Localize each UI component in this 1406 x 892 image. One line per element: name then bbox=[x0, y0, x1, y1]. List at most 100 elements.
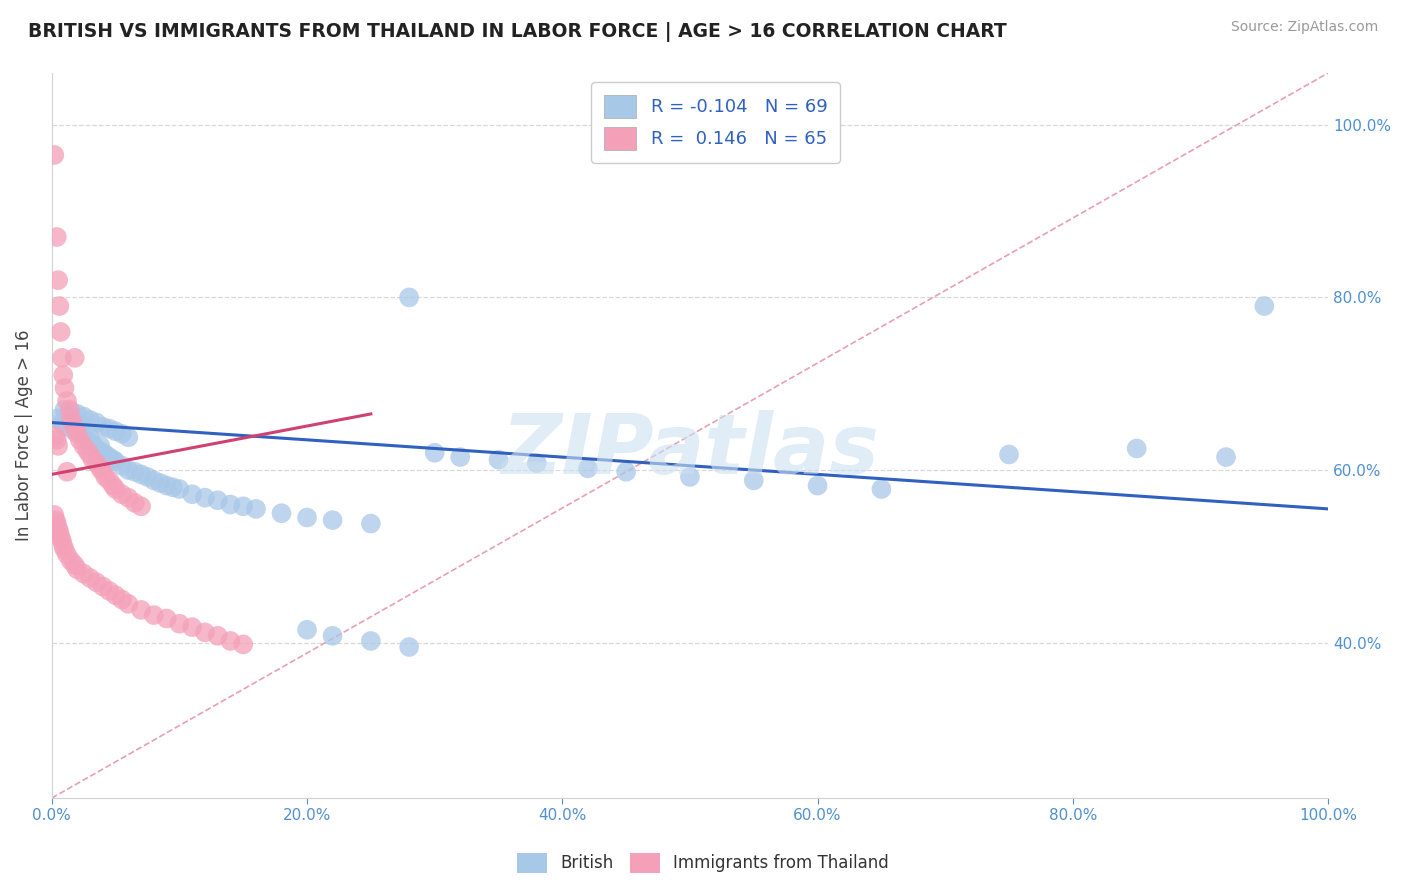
Point bbox=[86, 456, 108, 470]
Point bbox=[56, 413, 79, 427]
Point bbox=[73, 566, 96, 581]
Point bbox=[44, 148, 66, 162]
Point bbox=[86, 442, 108, 456]
Point bbox=[101, 478, 124, 492]
Legend: R = -0.104   N = 69, R =  0.146   N = 65: R = -0.104 N = 69, R = 0.146 N = 65 bbox=[591, 82, 839, 162]
Point bbox=[45, 230, 67, 244]
Point bbox=[576, 461, 599, 475]
Text: BRITISH VS IMMIGRANTS FROM THAILAND IN LABOR FORCE | AGE > 16 CORRELATION CHART: BRITISH VS IMMIGRANTS FROM THAILAND IN L… bbox=[28, 22, 1007, 42]
Point bbox=[94, 448, 117, 462]
Point bbox=[59, 411, 82, 425]
Point bbox=[46, 439, 69, 453]
Point bbox=[219, 498, 242, 512]
Point bbox=[360, 516, 382, 531]
Point bbox=[142, 608, 165, 623]
Point bbox=[69, 418, 91, 433]
Point bbox=[69, 433, 91, 447]
Point bbox=[59, 404, 82, 418]
Point bbox=[91, 465, 114, 479]
Point bbox=[104, 482, 127, 496]
Point bbox=[111, 458, 134, 473]
Point bbox=[59, 402, 82, 417]
Point bbox=[45, 433, 67, 447]
Point bbox=[270, 506, 292, 520]
Point bbox=[219, 634, 242, 648]
Point bbox=[66, 407, 89, 421]
Point bbox=[162, 480, 184, 494]
Point bbox=[169, 482, 191, 496]
Point bbox=[998, 448, 1021, 462]
Point bbox=[59, 409, 82, 424]
Y-axis label: In Labor Force | Age > 16: In Labor Force | Age > 16 bbox=[15, 330, 32, 541]
Point bbox=[46, 273, 69, 287]
Point bbox=[117, 597, 139, 611]
Point bbox=[53, 542, 76, 557]
Point bbox=[49, 325, 72, 339]
Point bbox=[53, 402, 76, 417]
Point bbox=[63, 422, 86, 436]
Point bbox=[232, 637, 254, 651]
Point bbox=[117, 491, 139, 505]
Point bbox=[59, 554, 82, 568]
Point bbox=[124, 465, 146, 479]
Point bbox=[94, 470, 117, 484]
Text: Source: ZipAtlas.com: Source: ZipAtlas.com bbox=[1230, 20, 1378, 34]
Text: ZIPatlas: ZIPatlas bbox=[501, 409, 879, 491]
Point bbox=[82, 437, 104, 451]
Point bbox=[52, 539, 75, 553]
Point bbox=[79, 571, 101, 585]
Point bbox=[136, 470, 159, 484]
Point bbox=[117, 463, 139, 477]
Point bbox=[207, 629, 229, 643]
Point bbox=[51, 416, 73, 430]
Point bbox=[66, 422, 89, 436]
Point bbox=[79, 430, 101, 444]
Point bbox=[526, 456, 548, 470]
Point bbox=[86, 575, 108, 590]
Point bbox=[117, 430, 139, 444]
Point bbox=[245, 502, 267, 516]
Point bbox=[63, 558, 86, 572]
Point bbox=[181, 487, 204, 501]
Point bbox=[53, 381, 76, 395]
Point bbox=[52, 368, 75, 383]
Point bbox=[111, 426, 134, 441]
Point bbox=[398, 290, 420, 304]
Point bbox=[79, 413, 101, 427]
Point bbox=[104, 424, 127, 438]
Point bbox=[156, 478, 179, 492]
Point bbox=[82, 452, 104, 467]
Point bbox=[89, 461, 111, 475]
Point bbox=[194, 625, 217, 640]
Point bbox=[129, 467, 152, 482]
Point bbox=[56, 548, 79, 562]
Point bbox=[98, 422, 121, 436]
Point bbox=[232, 500, 254, 514]
Point bbox=[870, 482, 893, 496]
Point bbox=[66, 562, 89, 576]
Point bbox=[111, 487, 134, 501]
Point bbox=[360, 634, 382, 648]
Point bbox=[423, 446, 446, 460]
Point bbox=[142, 474, 165, 488]
Point bbox=[1125, 442, 1147, 456]
Point bbox=[91, 446, 114, 460]
Point bbox=[488, 452, 510, 467]
Point bbox=[91, 580, 114, 594]
Point bbox=[56, 465, 79, 479]
Point bbox=[76, 433, 98, 447]
Point bbox=[129, 603, 152, 617]
Point bbox=[111, 592, 134, 607]
Point bbox=[322, 629, 344, 643]
Point bbox=[45, 513, 67, 527]
Point bbox=[98, 474, 121, 488]
Point bbox=[322, 513, 344, 527]
Point bbox=[207, 493, 229, 508]
Point bbox=[46, 522, 69, 536]
Point bbox=[98, 583, 121, 598]
Point bbox=[91, 420, 114, 434]
Point bbox=[63, 351, 86, 365]
Point bbox=[56, 394, 79, 409]
Point bbox=[60, 416, 83, 430]
Point bbox=[51, 351, 73, 365]
